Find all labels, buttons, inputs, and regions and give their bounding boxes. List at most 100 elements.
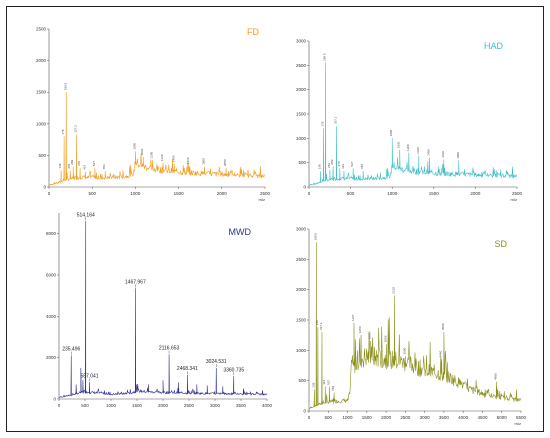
peak-label: 4860 bbox=[493, 373, 497, 380]
had-spectrum-line bbox=[308, 62, 518, 186]
had-x-axis-label: m/z bbox=[511, 197, 517, 202]
peak-label: 178 bbox=[61, 129, 65, 134]
fd-x-tick-label: 2500 bbox=[260, 191, 271, 196]
peak-label: 2006 bbox=[383, 335, 387, 342]
peak-label: 416 bbox=[322, 379, 326, 384]
fd-x-tick-label: 2000 bbox=[217, 191, 228, 196]
peak-label: 1467.967 bbox=[125, 279, 146, 285]
peak-label: 653 bbox=[102, 164, 106, 169]
sd-x-tick-label: 3500 bbox=[439, 415, 450, 420]
had-y-tick-label: 1000 bbox=[296, 136, 307, 141]
mwd-spectrum-panel: 0 500 1000 1500 2000 2500 3000 3500 4000 0 2000 400… bbox=[29, 205, 279, 417]
peak-label: 230 bbox=[315, 320, 319, 325]
sd-x-tick-label: 5000 bbox=[497, 415, 508, 420]
fd-y-tick-label: 2500 bbox=[36, 27, 47, 32]
mwd-y-tick-label: 4000 bbox=[46, 314, 57, 319]
peak-label: 527 bbox=[92, 161, 96, 166]
peak-label: 1800 bbox=[202, 158, 206, 165]
peak-label: 1091 bbox=[140, 148, 144, 155]
had-chart-title: HAD bbox=[484, 41, 504, 51]
peak-label: 337.2 bbox=[333, 116, 337, 124]
sd-x-tick-label: 4500 bbox=[477, 415, 488, 420]
peak-label: 138 bbox=[318, 164, 322, 169]
peak-label: 1091 bbox=[397, 141, 401, 148]
fd-y-tick-label: 1500 bbox=[36, 90, 47, 95]
sd-chart-title: SD bbox=[494, 239, 507, 249]
sd-x-tick-label: 500 bbox=[325, 415, 333, 420]
had-y-tick-label: 500 bbox=[298, 160, 306, 165]
mwd-y-tick-label: 6000 bbox=[46, 273, 57, 278]
fd-y-tick-label: 2000 bbox=[36, 58, 47, 63]
mwd-spectrum-chart: 0 500 1000 1500 2000 2500 3000 3500 4000 0 2000 400… bbox=[46, 212, 273, 408]
peak-label: 189.5 bbox=[313, 233, 317, 241]
sd-y-tick-label: 0 bbox=[303, 409, 306, 414]
fd-spectrum-line bbox=[48, 91, 266, 186]
sd-y-tick-label: 1500 bbox=[296, 318, 307, 323]
peak-label: 251 bbox=[67, 163, 71, 168]
sd-x-tick-label: 1500 bbox=[362, 415, 373, 420]
fd-y-tick-label: 1000 bbox=[36, 121, 47, 126]
mwd-x-tick-label: 3000 bbox=[210, 403, 221, 408]
peak-label: 370 bbox=[77, 161, 81, 166]
peak-label: 527 bbox=[326, 379, 330, 384]
peak-label: 138 bbox=[311, 382, 315, 387]
had-y-tick-label: 3000 bbox=[296, 39, 307, 44]
peak-label: 653 bbox=[331, 385, 335, 390]
peak-label: 3500 bbox=[441, 323, 445, 330]
had-y-tick-label: 2500 bbox=[296, 63, 307, 68]
peak-label: 527 bbox=[350, 161, 354, 166]
mwd-chart-title: MWD bbox=[229, 227, 252, 237]
figure-frame: 0 500 1000 1500 2000 2500 0 500 1000 1500 2000 2500… bbox=[6, 6, 544, 432]
had-spectrum-panel: 0 500 1000 1500 2000 2500 0 500 1000 1500 2000 2500… bbox=[289, 19, 529, 205]
fd-x-tick-label: 1000 bbox=[130, 191, 141, 196]
peak-label: 337.2 bbox=[74, 125, 78, 133]
mwd-spectrum-line bbox=[58, 220, 268, 398]
sd-x-tick-label: 2500 bbox=[400, 415, 411, 420]
peak-label: 1000 bbox=[132, 143, 136, 150]
peak-label: 514.164 bbox=[77, 212, 95, 218]
peak-label: 337.2 bbox=[319, 322, 323, 330]
mwd-y-tick-label: 2000 bbox=[46, 355, 57, 360]
fd-x-tick-label: 1500 bbox=[174, 191, 185, 196]
peak-label: 2050 bbox=[223, 159, 227, 166]
sd-spectrum-chart: 0 500 1000 1500 2000 2500 3000 3500 4000 4500 5000… bbox=[296, 227, 527, 427]
peak-label: 189.5 bbox=[63, 82, 67, 90]
peak-label: 1200 bbox=[150, 151, 154, 158]
peak-label: 1450 bbox=[427, 149, 431, 156]
sd-y-tick-label: 500 bbox=[298, 378, 306, 383]
fd-spectrum-chart: 0 500 1000 1500 2000 2500 0 500 1000 1500 2000 2500… bbox=[36, 27, 271, 203]
peak-label: 2500 bbox=[402, 347, 406, 354]
peak-label: 1320 bbox=[160, 154, 164, 161]
peak-label: 1200 bbox=[406, 144, 410, 151]
mwd-x-tick-label: 500 bbox=[81, 403, 89, 408]
peak-label: 289 bbox=[330, 159, 334, 164]
peak-label: 3024.531 bbox=[206, 359, 227, 365]
fd-x-tick-label: 500 bbox=[88, 191, 96, 196]
peak-label: 416 bbox=[341, 164, 345, 169]
peak-label: 289 bbox=[70, 159, 74, 164]
sd-x-tick-label: 5500 bbox=[516, 415, 527, 420]
mwd-x-tick-label: 2000 bbox=[158, 403, 169, 408]
fd-x-axis-label: m/z bbox=[259, 197, 265, 202]
had-y-tick-label: 0 bbox=[303, 185, 306, 190]
peak-label: 1600 bbox=[368, 332, 372, 339]
peak-label: 1320 bbox=[416, 147, 420, 154]
peak-label: 2219 bbox=[392, 287, 396, 294]
had-x-tick-label: 500 bbox=[347, 191, 355, 196]
peak-label: 1800 bbox=[456, 152, 460, 159]
sd-x-tick-label: 3000 bbox=[420, 415, 431, 420]
peak-label: 587.041 bbox=[80, 373, 98, 379]
sd-x-tick-label: 1000 bbox=[343, 415, 354, 420]
peak-label: 251 bbox=[327, 163, 331, 168]
sd-y-tick-label: 2000 bbox=[296, 287, 307, 292]
peak-label: 370 bbox=[337, 161, 341, 166]
mwd-x-tick-label: 2500 bbox=[184, 403, 195, 408]
peak-label: 178 bbox=[321, 121, 325, 126]
peak-label: 1450 bbox=[171, 155, 175, 162]
mwd-y-tick-label: 8000 bbox=[46, 231, 57, 236]
fd-y-tick-label: 500 bbox=[38, 153, 46, 158]
mwd-x-tick-label: 0 bbox=[58, 403, 61, 408]
peak-label: 653 bbox=[360, 164, 364, 169]
mwd-x-tick-label: 1500 bbox=[132, 403, 143, 408]
fd-x-tick-label: 0 bbox=[48, 191, 51, 196]
